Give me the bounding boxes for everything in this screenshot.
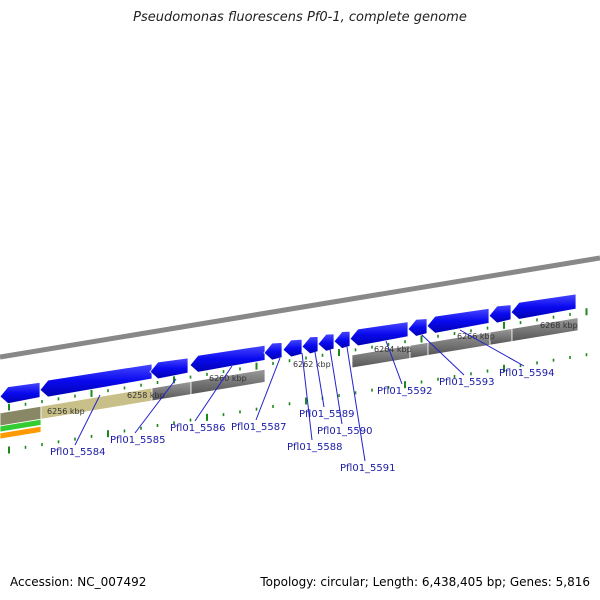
track-segment-orange	[0, 425, 42, 440]
gene-arrow	[149, 357, 189, 380]
gene-arrow	[282, 338, 303, 358]
gene-leader-line	[194, 365, 233, 422]
track-segment-green	[0, 418, 42, 433]
gene-arrow	[263, 342, 283, 361]
gene-leader-line	[74, 394, 101, 446]
gene-arrow-track	[0, 293, 577, 405]
gene-arrow	[189, 344, 266, 373]
gene-leader-line	[134, 378, 177, 434]
track-segment	[511, 317, 579, 342]
gene-arrow	[488, 304, 512, 324]
gene-arrow	[317, 333, 335, 352]
gene-leader-line	[385, 340, 403, 385]
gene-leader-line	[346, 346, 366, 462]
gene-label: Pfl01_5588	[287, 442, 343, 453]
scale-label-layer: 6256 kbp 6258 kbp 6260 kbp 6262 kbp 6264 kbp…	[47, 321, 578, 416]
gene-label: Pfl01_5590	[317, 426, 373, 437]
gene-label: Pfl01_5592	[377, 386, 433, 397]
gene-label: Pfl01_5593	[439, 377, 495, 388]
gene-arrow	[407, 318, 428, 337]
gene-label: Pfl01_5594	[499, 368, 555, 379]
gene-arrow	[510, 293, 577, 320]
genome-backbone	[0, 255, 600, 360]
map-title: Pseudomonas fluorescens Pf0-1, complete …	[133, 10, 467, 25]
accession-text: Accession: NC_007492	[10, 575, 147, 589]
scale-label: 6266 kbp	[457, 332, 495, 341]
scale-label: 6264 kbp	[374, 345, 412, 354]
gene-leader-line	[314, 351, 325, 408]
gene-label: Pfl01_5584	[50, 447, 106, 458]
scale-label: 6256 kbp	[47, 407, 85, 416]
gene-arrow	[349, 321, 409, 347]
gene-leader-line	[329, 348, 343, 425]
gene-label: Pfl01_5585	[110, 435, 166, 446]
scale-label: 6262 kbp	[293, 360, 331, 369]
genome-summary-text: Topology: circular; Length: 6,438,405 bp…	[260, 575, 590, 589]
gene-label: Pfl01_5586	[170, 423, 226, 434]
track-segment	[190, 368, 266, 395]
gene-arrow	[333, 330, 351, 350]
gene-label: Pfl01_5589	[299, 409, 355, 420]
gene-label-layer: Pfl01_5584 Pfl01_5585 Pfl01_5586 Pfl01_5587…	[50, 329, 555, 474]
scale-label: 6260 kbp	[209, 374, 247, 383]
gene-leader-line	[421, 334, 465, 376]
gene-leader-line	[459, 329, 525, 367]
gene-arrow	[0, 381, 41, 405]
gene-arrow	[426, 307, 490, 334]
gene-label: Pfl01_5587	[231, 422, 287, 433]
track-segment	[409, 341, 429, 359]
scale-label: 6258 kbp	[127, 391, 165, 400]
gene-label: Pfl01_5591	[340, 463, 396, 474]
gene-leader-line	[301, 352, 313, 441]
gene-arrow	[301, 336, 319, 355]
gene-leader-line	[255, 357, 281, 421]
scale-label: 6268 kbp	[540, 321, 578, 330]
